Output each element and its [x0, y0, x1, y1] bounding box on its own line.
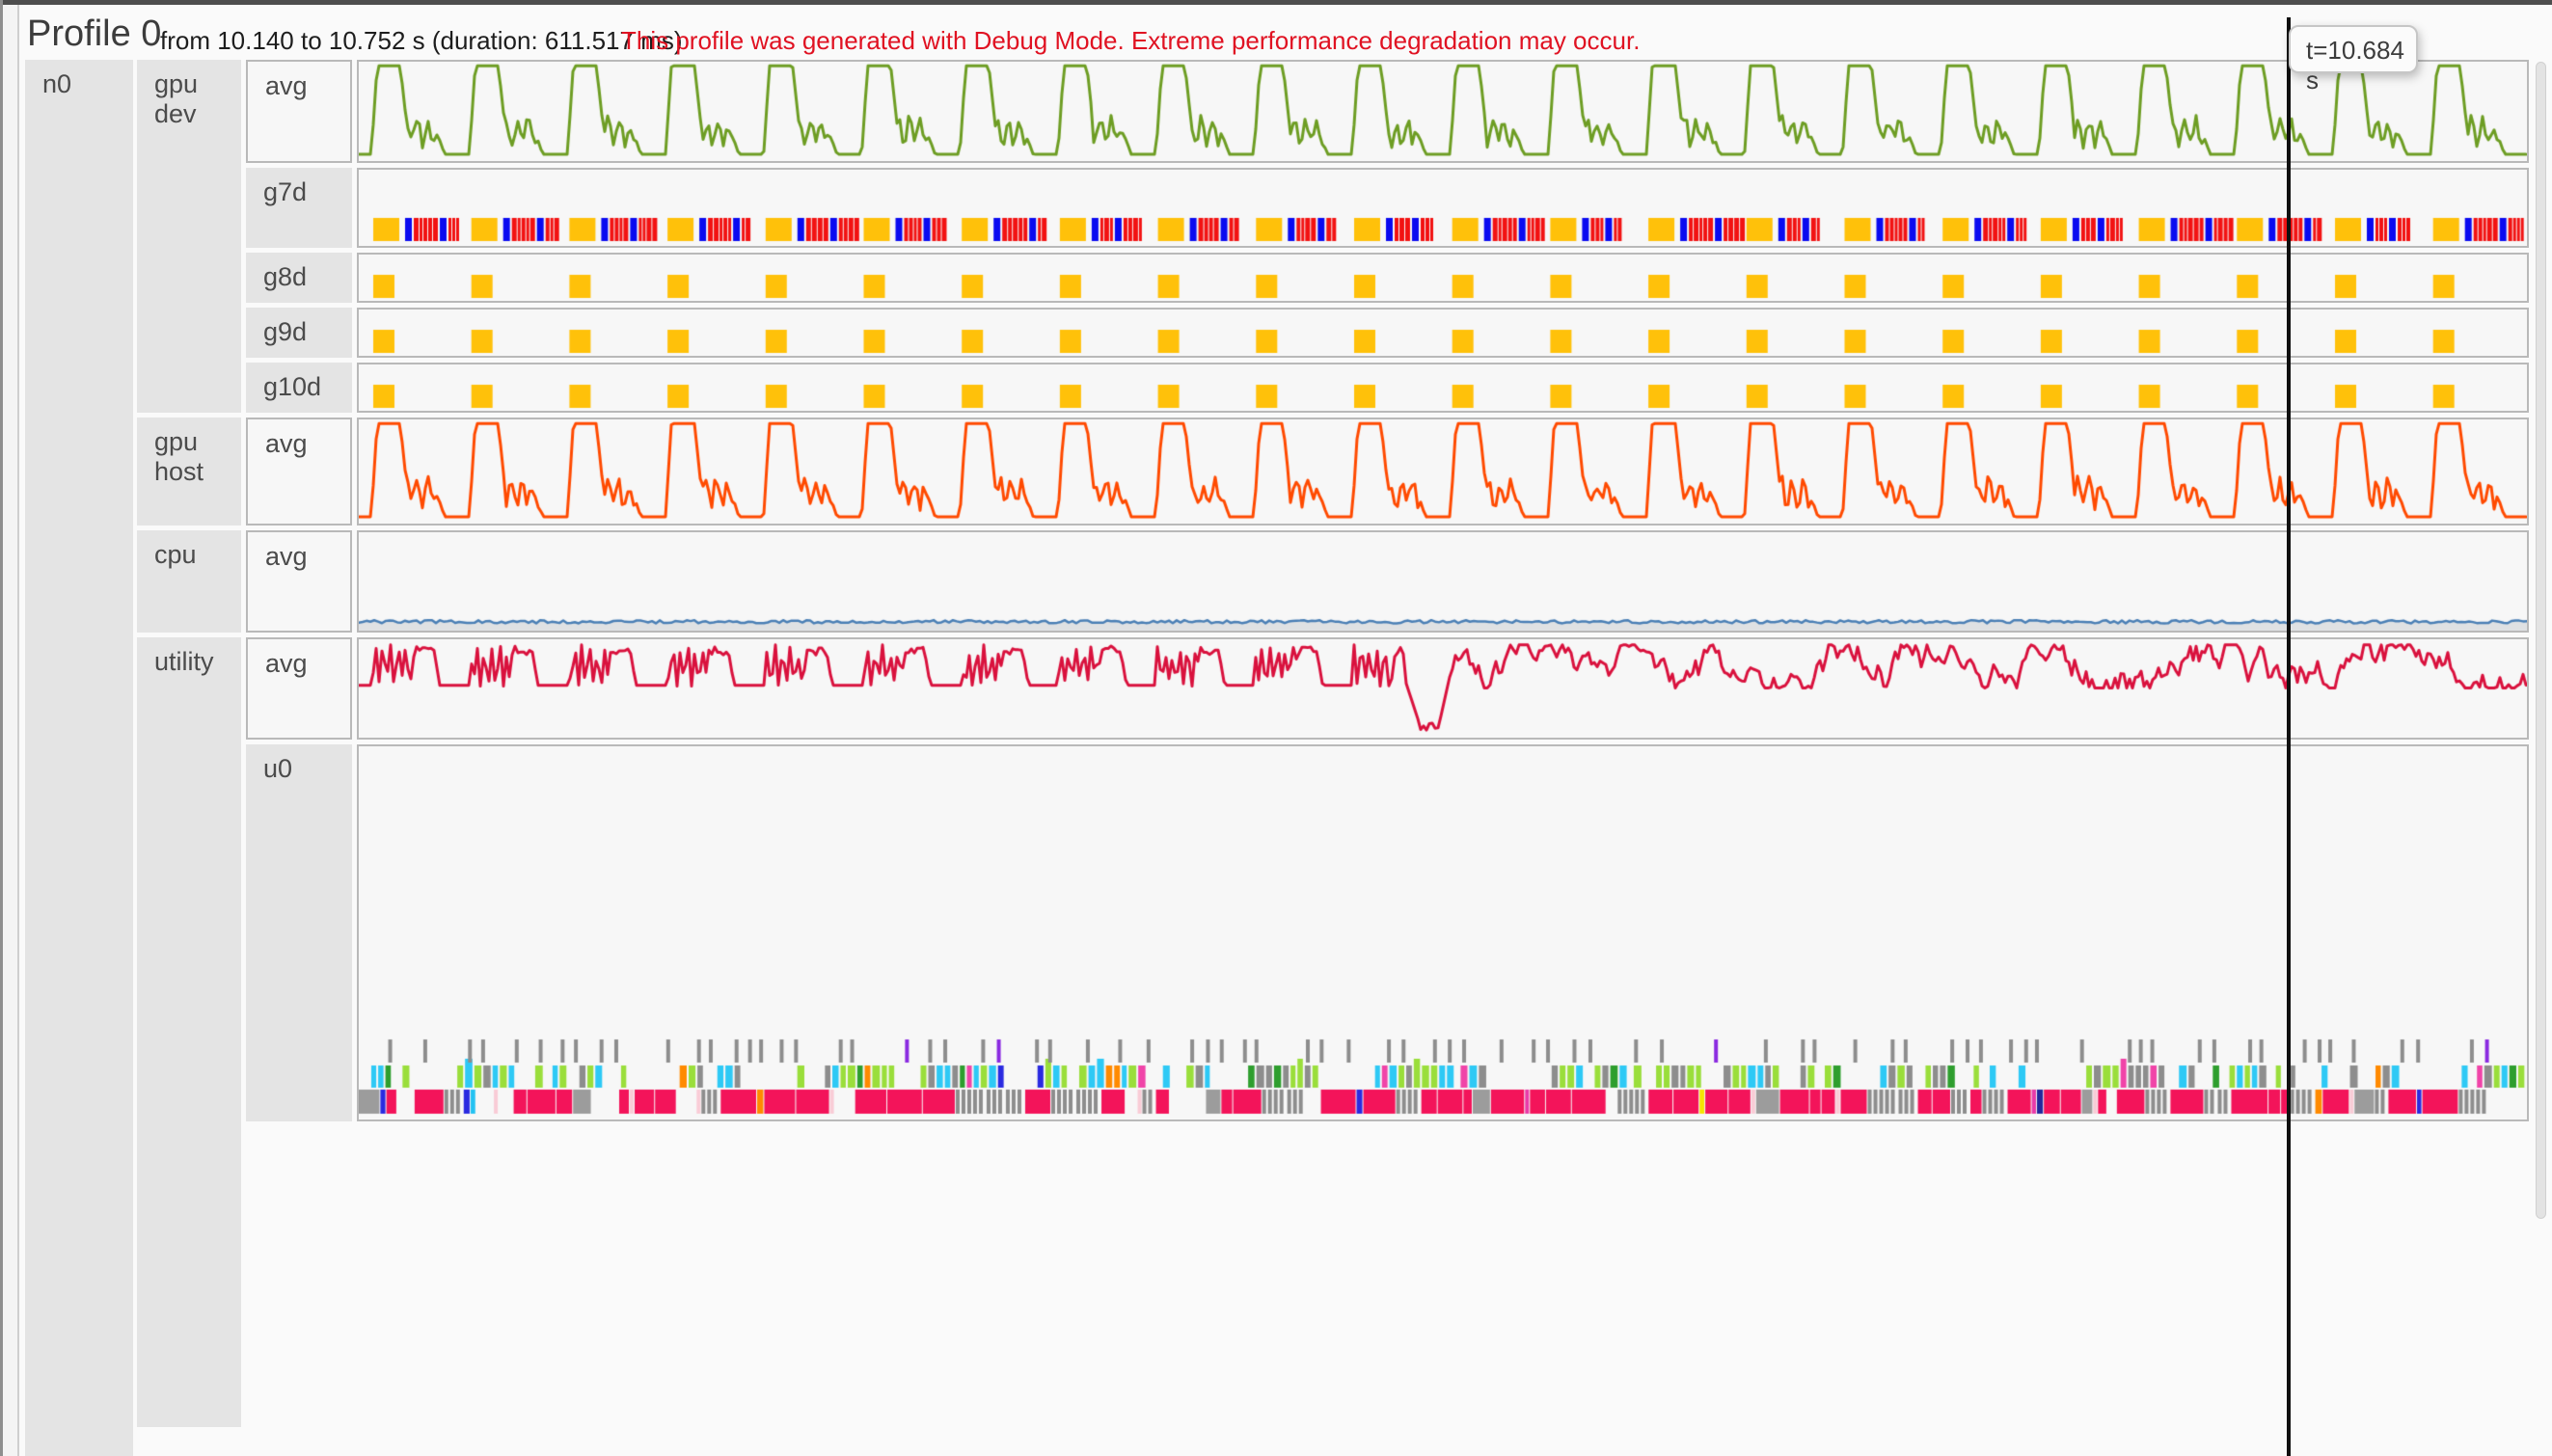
chart-gpu-host-avg[interactable]	[357, 418, 2529, 526]
chart-cpu-avg[interactable]	[357, 530, 2529, 633]
row-label-gpu-dev-g10d[interactable]: g10d	[246, 363, 352, 413]
chart-canvas-avg	[359, 419, 2527, 524]
group-label-cpu[interactable]: cpu	[137, 530, 241, 633]
chart-gpu-dev-g9d[interactable]	[357, 308, 2529, 358]
row-label-gpu-host-avg[interactable]: avg	[246, 418, 352, 526]
chart-canvas-avg	[359, 62, 2527, 161]
row-label-utility-avg[interactable]: avg	[246, 637, 352, 740]
row-label-utility-u0[interactable]: u0	[246, 744, 352, 1121]
time-cursor-tooltip: t=10.684 s	[2289, 25, 2418, 94]
chart-canvas-g7d	[359, 170, 2527, 246]
time-range-text: from 10.140 to 10.752 s (duration: 611.5…	[160, 26, 683, 55]
chart-canvas-g10d	[359, 364, 2527, 411]
chart-canvas-u0	[359, 746, 2527, 1119]
debug-mode-warning: This profile was generated with Debug Mo…	[621, 26, 1641, 55]
time-cursor-value: t=10.684 s	[2306, 36, 2404, 94]
window-left-strip	[3, 5, 19, 1456]
row-label-gpu-dev-g8d[interactable]: g8d	[246, 253, 352, 303]
row-label-cpu-avg[interactable]: avg	[246, 530, 352, 633]
window-top-edge	[0, 0, 2552, 5]
page-title: Profile 0	[27, 13, 162, 54]
vertical-scrollbar-thumb[interactable]	[2536, 62, 2546, 1219]
chart-gpu-dev-avg[interactable]	[357, 60, 2529, 163]
chart-canvas-avg	[359, 532, 2527, 631]
window-left-edge	[0, 0, 3, 1456]
chart-canvas-g9d	[359, 310, 2527, 356]
chart-canvas-g8d	[359, 255, 2527, 301]
row-label-gpu-dev-g9d[interactable]: g9d	[246, 308, 352, 358]
chart-gpu-dev-g7d[interactable]	[357, 168, 2529, 248]
group-label-utility[interactable]: utility	[137, 637, 241, 1427]
node-cell-n0[interactable]: n0	[25, 60, 133, 1456]
chart-gpu-dev-g10d[interactable]	[357, 363, 2529, 413]
group-label-gpu-dev[interactable]: gpu dev	[137, 60, 241, 413]
chart-utility-avg[interactable]	[357, 637, 2529, 740]
chart-utility-u0[interactable]	[357, 744, 2529, 1121]
time-cursor-line[interactable]	[2287, 17, 2291, 1456]
row-label-gpu-dev-g7d[interactable]: g7d	[246, 168, 352, 248]
group-label-gpu-host[interactable]: gpu host	[137, 418, 241, 526]
row-label-gpu-dev-avg[interactable]: avg	[246, 60, 352, 163]
chart-canvas-avg	[359, 639, 2527, 738]
chart-gpu-dev-g8d[interactable]	[357, 253, 2529, 303]
